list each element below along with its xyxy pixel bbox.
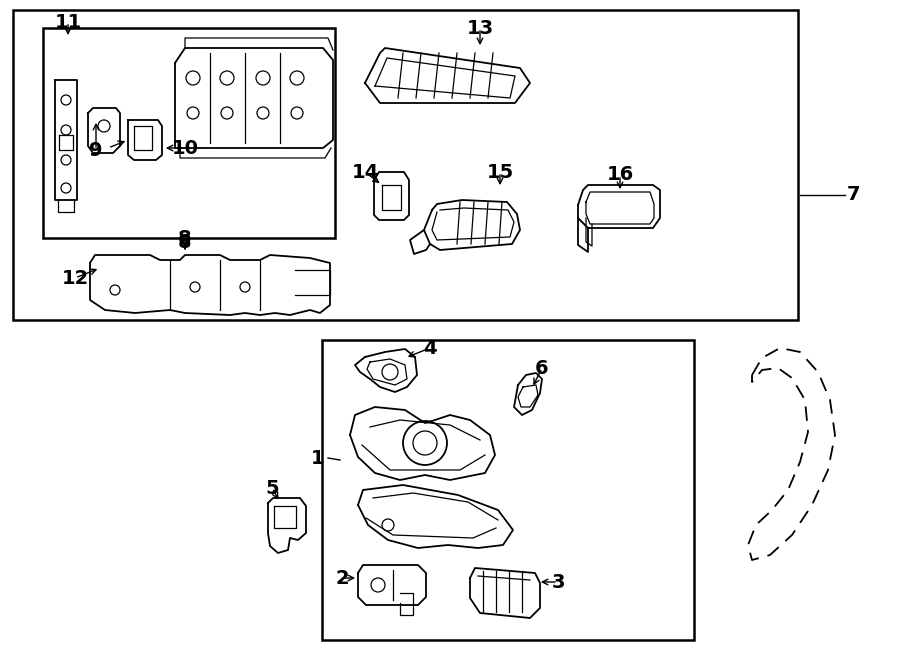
Text: 10: 10	[172, 139, 199, 157]
Text: 3: 3	[551, 572, 565, 592]
Text: 6: 6	[536, 358, 549, 377]
Text: 2: 2	[335, 568, 349, 588]
Bar	[13, 10, 798, 320]
Text: 5: 5	[266, 479, 279, 498]
Text: 8: 8	[178, 233, 192, 253]
Text: 14: 14	[351, 163, 379, 182]
Text: 9: 9	[89, 141, 103, 159]
Text: 12: 12	[61, 268, 88, 288]
Text: 13: 13	[466, 19, 493, 38]
Bar	[43, 28, 335, 238]
Text: 11: 11	[54, 13, 82, 32]
Bar	[322, 340, 694, 640]
Text: 15: 15	[486, 163, 514, 182]
Text: 8: 8	[178, 229, 192, 247]
Text: 1: 1	[311, 449, 325, 467]
Text: 16: 16	[607, 165, 634, 184]
Text: 7: 7	[847, 186, 860, 204]
Text: 4: 4	[423, 338, 436, 358]
